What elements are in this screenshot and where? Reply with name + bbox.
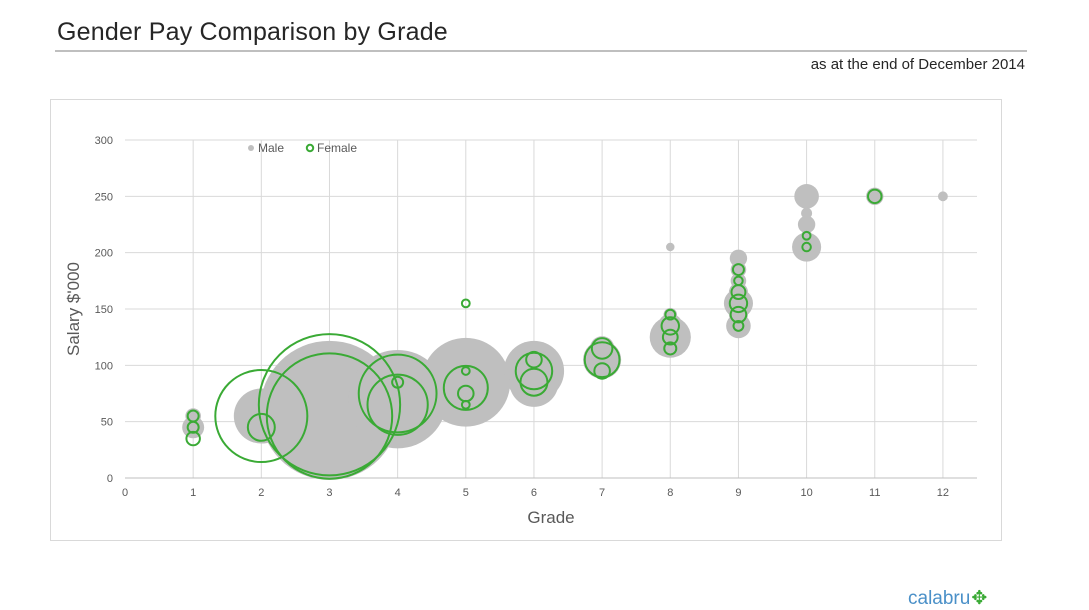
report-date-subtitle: as at the end of December 2014	[810, 56, 1025, 73]
logo-text: calabru	[908, 588, 971, 609]
y-tick-label: 50	[101, 417, 113, 429]
y-axis-title: Salary $'000	[64, 262, 83, 356]
page-title: Gender Pay Comparison by Grade	[57, 18, 448, 46]
male-bubble	[797, 215, 816, 234]
female-bubble	[731, 263, 745, 277]
chart-container: 0 50 100 150 200 250 300 0 1 2 3 4 5 6 7 8 9 10 11 12 Grade S…	[50, 99, 1002, 541]
female-bubble	[442, 364, 489, 411]
female-bubble	[366, 373, 429, 436]
x-tick-label: 3	[326, 487, 332, 499]
y-tick-label: 300	[95, 135, 113, 147]
female-bubble	[460, 366, 471, 376]
female-bubble	[514, 351, 554, 391]
male-bubble	[938, 191, 948, 202]
x-tick-label: 5	[463, 487, 469, 499]
x-tick-label: 4	[395, 487, 401, 499]
female-bubble	[265, 352, 394, 480]
legend-female-marker	[305, 143, 315, 153]
x-tick-label: 8	[667, 487, 673, 499]
title-divider	[55, 50, 1027, 52]
female-bubble	[728, 293, 749, 314]
female-bubble	[357, 353, 438, 434]
legend-female-label: Female	[317, 141, 357, 155]
female-bubble	[593, 362, 611, 380]
x-tick-label: 6	[531, 487, 537, 499]
female-bubble	[185, 430, 201, 447]
x-tick-label: 11	[869, 487, 880, 499]
legend-male-label: Male	[258, 141, 284, 155]
female-bubble	[730, 284, 747, 301]
x-tick-label: 1	[190, 487, 196, 499]
x-tick-label: 7	[599, 487, 605, 499]
female-bubble	[732, 319, 745, 332]
female-bubble	[663, 341, 678, 356]
female-bubble	[583, 341, 621, 379]
y-tick-label: 100	[95, 360, 113, 372]
female-bubble	[801, 241, 812, 253]
male-bubble	[509, 357, 559, 407]
female-bubble	[246, 412, 276, 442]
female-bubble	[664, 308, 677, 321]
male-bubble	[794, 184, 819, 209]
female-bubble	[460, 399, 471, 410]
running-figure-icon: ✥	[971, 588, 988, 609]
female-bubble	[660, 316, 680, 336]
legend-male-marker	[248, 145, 254, 151]
y-tick-label: 150	[95, 304, 113, 316]
calabru-logo: calabru✥	[908, 587, 987, 610]
female-bubble	[590, 337, 614, 360]
x-tick-label: 12	[937, 487, 949, 499]
female-bubble	[729, 305, 748, 324]
female-bubble	[801, 230, 812, 241]
x-tick-label: 9	[735, 487, 741, 499]
x-tick-label: 2	[258, 487, 264, 499]
y-tick-label: 0	[107, 473, 113, 485]
male-bubble	[666, 242, 675, 252]
y-tick-label: 250	[95, 191, 113, 203]
female-bubble	[867, 188, 883, 205]
female-bubble	[519, 367, 549, 397]
male-bubble	[792, 232, 822, 262]
x-axis-title: Grade	[527, 508, 574, 527]
x-tick-label: 0	[122, 487, 128, 499]
female-bubble	[661, 328, 679, 346]
male-bubble	[801, 207, 813, 219]
female-bubble	[460, 298, 471, 309]
male-bubble	[589, 336, 615, 361]
male-bubble	[729, 249, 748, 267]
x-tick-label: 10	[800, 487, 812, 499]
female-bubble	[214, 369, 309, 464]
male-bubble	[726, 313, 751, 339]
female-bubble	[391, 375, 405, 389]
y-tick-label: 200	[95, 248, 113, 260]
male-bubble	[182, 416, 205, 439]
male-bubble	[421, 337, 511, 427]
female-bubble	[257, 333, 402, 477]
